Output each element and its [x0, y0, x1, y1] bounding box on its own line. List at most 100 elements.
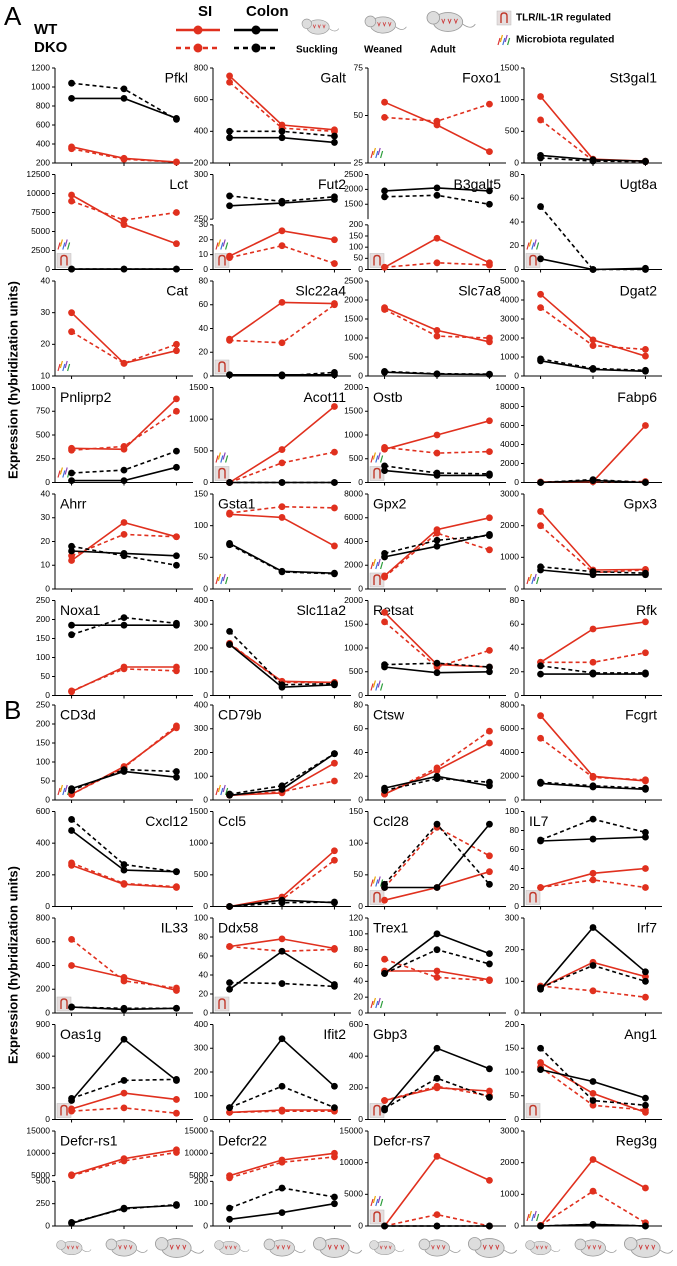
data-point	[537, 479, 544, 486]
data-point	[173, 667, 180, 675]
data-point	[68, 552, 75, 560]
data-point	[68, 621, 75, 629]
microbiota-icon	[531, 1213, 535, 1222]
panel-title: Irf7	[637, 920, 657, 936]
mouse-head	[624, 1237, 638, 1251]
microbiota-icon	[215, 455, 219, 463]
series-line	[71, 331, 177, 365]
data-point	[120, 880, 128, 887]
y-tick-label: 300	[194, 169, 208, 179]
y-tick-label: 0	[203, 794, 208, 804]
data-point	[433, 259, 441, 267]
data-point	[381, 443, 388, 451]
microbiota-icon	[220, 455, 224, 463]
panel-title: Defcr22	[218, 1133, 267, 1149]
data-point	[381, 787, 388, 794]
data-point	[381, 880, 388, 888]
data-point	[278, 1082, 286, 1090]
data-point	[331, 759, 338, 767]
y-tick-label: 500	[349, 666, 363, 676]
data-point	[278, 134, 286, 142]
mouse-tail	[329, 28, 340, 32]
data-point	[642, 1101, 649, 1109]
microbiota-icon	[531, 242, 535, 250]
y-tick-label: 1000	[500, 351, 519, 361]
y-tick-label: 80	[510, 169, 520, 179]
y-tick-label: 1000	[344, 332, 363, 342]
y-tick-label: 150	[36, 737, 50, 747]
y-tick-label: 5000	[31, 226, 50, 236]
panel-title: Fabp6	[617, 389, 657, 405]
data-point	[331, 236, 338, 244]
y-tick-label: 300	[194, 723, 208, 733]
data-point	[278, 899, 286, 907]
mouse-mark	[322, 24, 326, 29]
y-tick-label: 400	[194, 126, 208, 136]
data-point	[537, 522, 544, 530]
data-point	[68, 477, 75, 484]
mouse-head	[418, 1238, 431, 1251]
microbiota-icon	[57, 787, 61, 796]
panel-title: Retsat	[373, 602, 414, 618]
mouse-mark	[327, 1244, 332, 1251]
data-point	[589, 266, 597, 273]
data-point	[68, 816, 75, 823]
microbiota-icon	[526, 1213, 530, 1222]
data-point	[433, 431, 441, 439]
data-point	[589, 342, 597, 349]
data-point	[486, 868, 493, 876]
y-tick-label: 400	[349, 1050, 363, 1060]
microbiota-icon	[372, 876, 376, 884]
data-point	[68, 265, 75, 273]
data-point	[433, 967, 441, 975]
data-point	[381, 368, 388, 375]
y-tick-label: 20	[41, 339, 51, 349]
data-point	[589, 1221, 597, 1228]
microbiota-icon	[62, 363, 66, 372]
panel-title: CD3d	[60, 707, 96, 723]
y-tick-label: 60	[199, 950, 209, 960]
data-point	[642, 776, 649, 784]
microbiota-icon	[57, 363, 61, 372]
data-point	[173, 395, 180, 403]
data-point	[642, 1094, 649, 1102]
data-point	[433, 1211, 441, 1218]
data-point	[226, 1104, 233, 1112]
microbiota-icon	[370, 1000, 374, 1009]
data-point	[331, 139, 338, 146]
series-line	[229, 81, 335, 133]
series-line	[384, 532, 490, 578]
data-point	[226, 790, 233, 798]
panel-title: CD79b	[218, 707, 262, 723]
data-point	[226, 979, 233, 986]
data-point	[381, 1097, 388, 1104]
data-point	[642, 1184, 649, 1192]
data-point	[589, 1156, 597, 1163]
y-tick-label: 0	[514, 901, 519, 911]
y-tick-label: 0	[514, 477, 519, 487]
y-tick-label: 150	[194, 488, 208, 498]
data-point	[226, 336, 233, 344]
data-point	[486, 668, 493, 676]
data-point	[486, 778, 493, 786]
y-tick-label: 10	[41, 560, 51, 570]
y-tick-label: 40	[41, 488, 51, 498]
mouse-icon	[155, 1237, 205, 1258]
data-point	[331, 750, 338, 758]
data-point	[68, 935, 75, 943]
y-tick-label: 40	[199, 969, 209, 979]
data-point	[433, 1082, 441, 1090]
microbiota-icon	[526, 576, 530, 585]
data-point	[120, 1077, 128, 1084]
data-point	[381, 661, 388, 669]
y-tick-label: 3000	[500, 488, 519, 498]
series-line	[229, 642, 335, 684]
data-point	[433, 536, 441, 544]
y-tick-label: 200	[194, 642, 208, 652]
panel-title: Pfkl	[165, 70, 188, 86]
data-point	[537, 203, 544, 210]
data-point	[331, 132, 338, 140]
data-point	[589, 1101, 597, 1109]
microbiota-icon	[62, 242, 66, 250]
data-point	[68, 1003, 75, 1011]
